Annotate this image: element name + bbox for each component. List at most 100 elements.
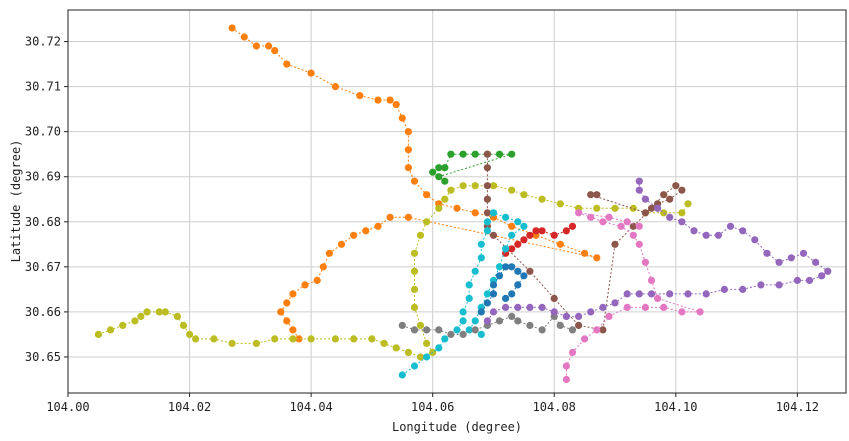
data-point <box>684 200 692 208</box>
data-point <box>386 213 394 221</box>
data-point <box>666 290 674 298</box>
data-point <box>210 335 218 343</box>
data-point <box>726 222 735 230</box>
series-1 <box>228 24 601 343</box>
data-point <box>824 267 832 275</box>
x-axis-title: Longitude (degree) <box>392 420 522 434</box>
data-point <box>471 209 479 217</box>
series-3 <box>429 150 516 185</box>
data-point <box>447 186 455 194</box>
data-point <box>593 204 601 212</box>
data-point <box>623 218 631 226</box>
data-point <box>654 204 662 212</box>
data-point <box>575 312 583 320</box>
data-point <box>447 330 455 338</box>
data-point <box>325 249 333 257</box>
data-point <box>331 83 339 91</box>
data-point <box>459 330 467 338</box>
data-point <box>489 209 498 217</box>
y-tick-label: 30.66 <box>25 305 61 319</box>
data-point <box>155 308 163 316</box>
data-point <box>502 263 510 271</box>
data-point <box>435 204 443 212</box>
data-point <box>514 240 522 248</box>
data-point <box>416 321 425 329</box>
y-tick-label: 30.67 <box>25 260 61 274</box>
series-7 <box>477 263 528 316</box>
data-point <box>489 308 498 316</box>
data-point <box>660 303 668 311</box>
data-point <box>568 348 577 356</box>
data-point <box>131 317 139 325</box>
data-point <box>398 321 406 329</box>
data-point <box>453 326 461 334</box>
series-line <box>402 315 573 335</box>
data-point <box>368 335 376 343</box>
y-tick-label: 30.69 <box>25 170 61 184</box>
data-point <box>508 290 516 298</box>
data-point <box>660 209 668 217</box>
data-point <box>240 33 248 41</box>
data-point <box>483 164 491 172</box>
data-point <box>793 276 802 284</box>
data-point <box>119 321 127 329</box>
data-point <box>775 281 783 289</box>
data-point <box>471 267 479 275</box>
data-point <box>623 290 631 298</box>
data-point <box>690 227 698 235</box>
data-point <box>787 254 795 262</box>
data-point <box>289 290 297 298</box>
data-point <box>404 164 412 172</box>
data-point <box>416 353 425 361</box>
data-point <box>106 326 115 334</box>
data-point <box>581 335 589 343</box>
data-point <box>441 335 449 343</box>
data-point <box>453 204 461 212</box>
data-point <box>410 303 419 311</box>
series-10 <box>562 209 704 384</box>
y-axis-title: Latitude (degree) <box>9 140 23 263</box>
data-series <box>94 24 832 384</box>
data-point <box>514 218 522 226</box>
data-point <box>599 303 607 311</box>
data-point <box>380 339 388 347</box>
data-point <box>483 290 491 298</box>
data-point <box>654 294 662 302</box>
data-point <box>459 150 467 158</box>
data-point <box>471 182 479 190</box>
data-point <box>410 326 419 334</box>
data-point <box>775 258 783 266</box>
data-point <box>635 186 643 194</box>
data-point <box>611 240 619 248</box>
data-point <box>611 204 619 212</box>
data-point <box>459 182 467 190</box>
data-point <box>483 209 491 217</box>
data-point <box>404 213 412 221</box>
data-point <box>404 128 412 136</box>
data-point <box>666 195 674 203</box>
data-point <box>374 96 382 104</box>
data-point <box>435 344 443 352</box>
data-point <box>459 308 467 316</box>
data-point <box>508 222 516 230</box>
data-point <box>623 303 631 311</box>
data-point <box>538 195 546 203</box>
data-point <box>593 326 601 334</box>
data-point <box>265 42 273 50</box>
data-point <box>520 236 528 244</box>
data-point <box>441 164 449 172</box>
data-point <box>538 326 546 334</box>
x-tick-label: 104.08 <box>533 400 576 414</box>
data-point <box>641 209 650 217</box>
data-point <box>526 267 534 275</box>
data-point <box>459 317 467 325</box>
data-point <box>94 330 102 338</box>
data-point <box>398 114 406 122</box>
data-point <box>587 213 595 221</box>
data-point <box>508 231 516 239</box>
data-point <box>702 290 710 298</box>
data-point <box>374 222 382 230</box>
data-point <box>495 150 504 158</box>
data-point <box>410 362 419 370</box>
data-point <box>489 281 498 289</box>
